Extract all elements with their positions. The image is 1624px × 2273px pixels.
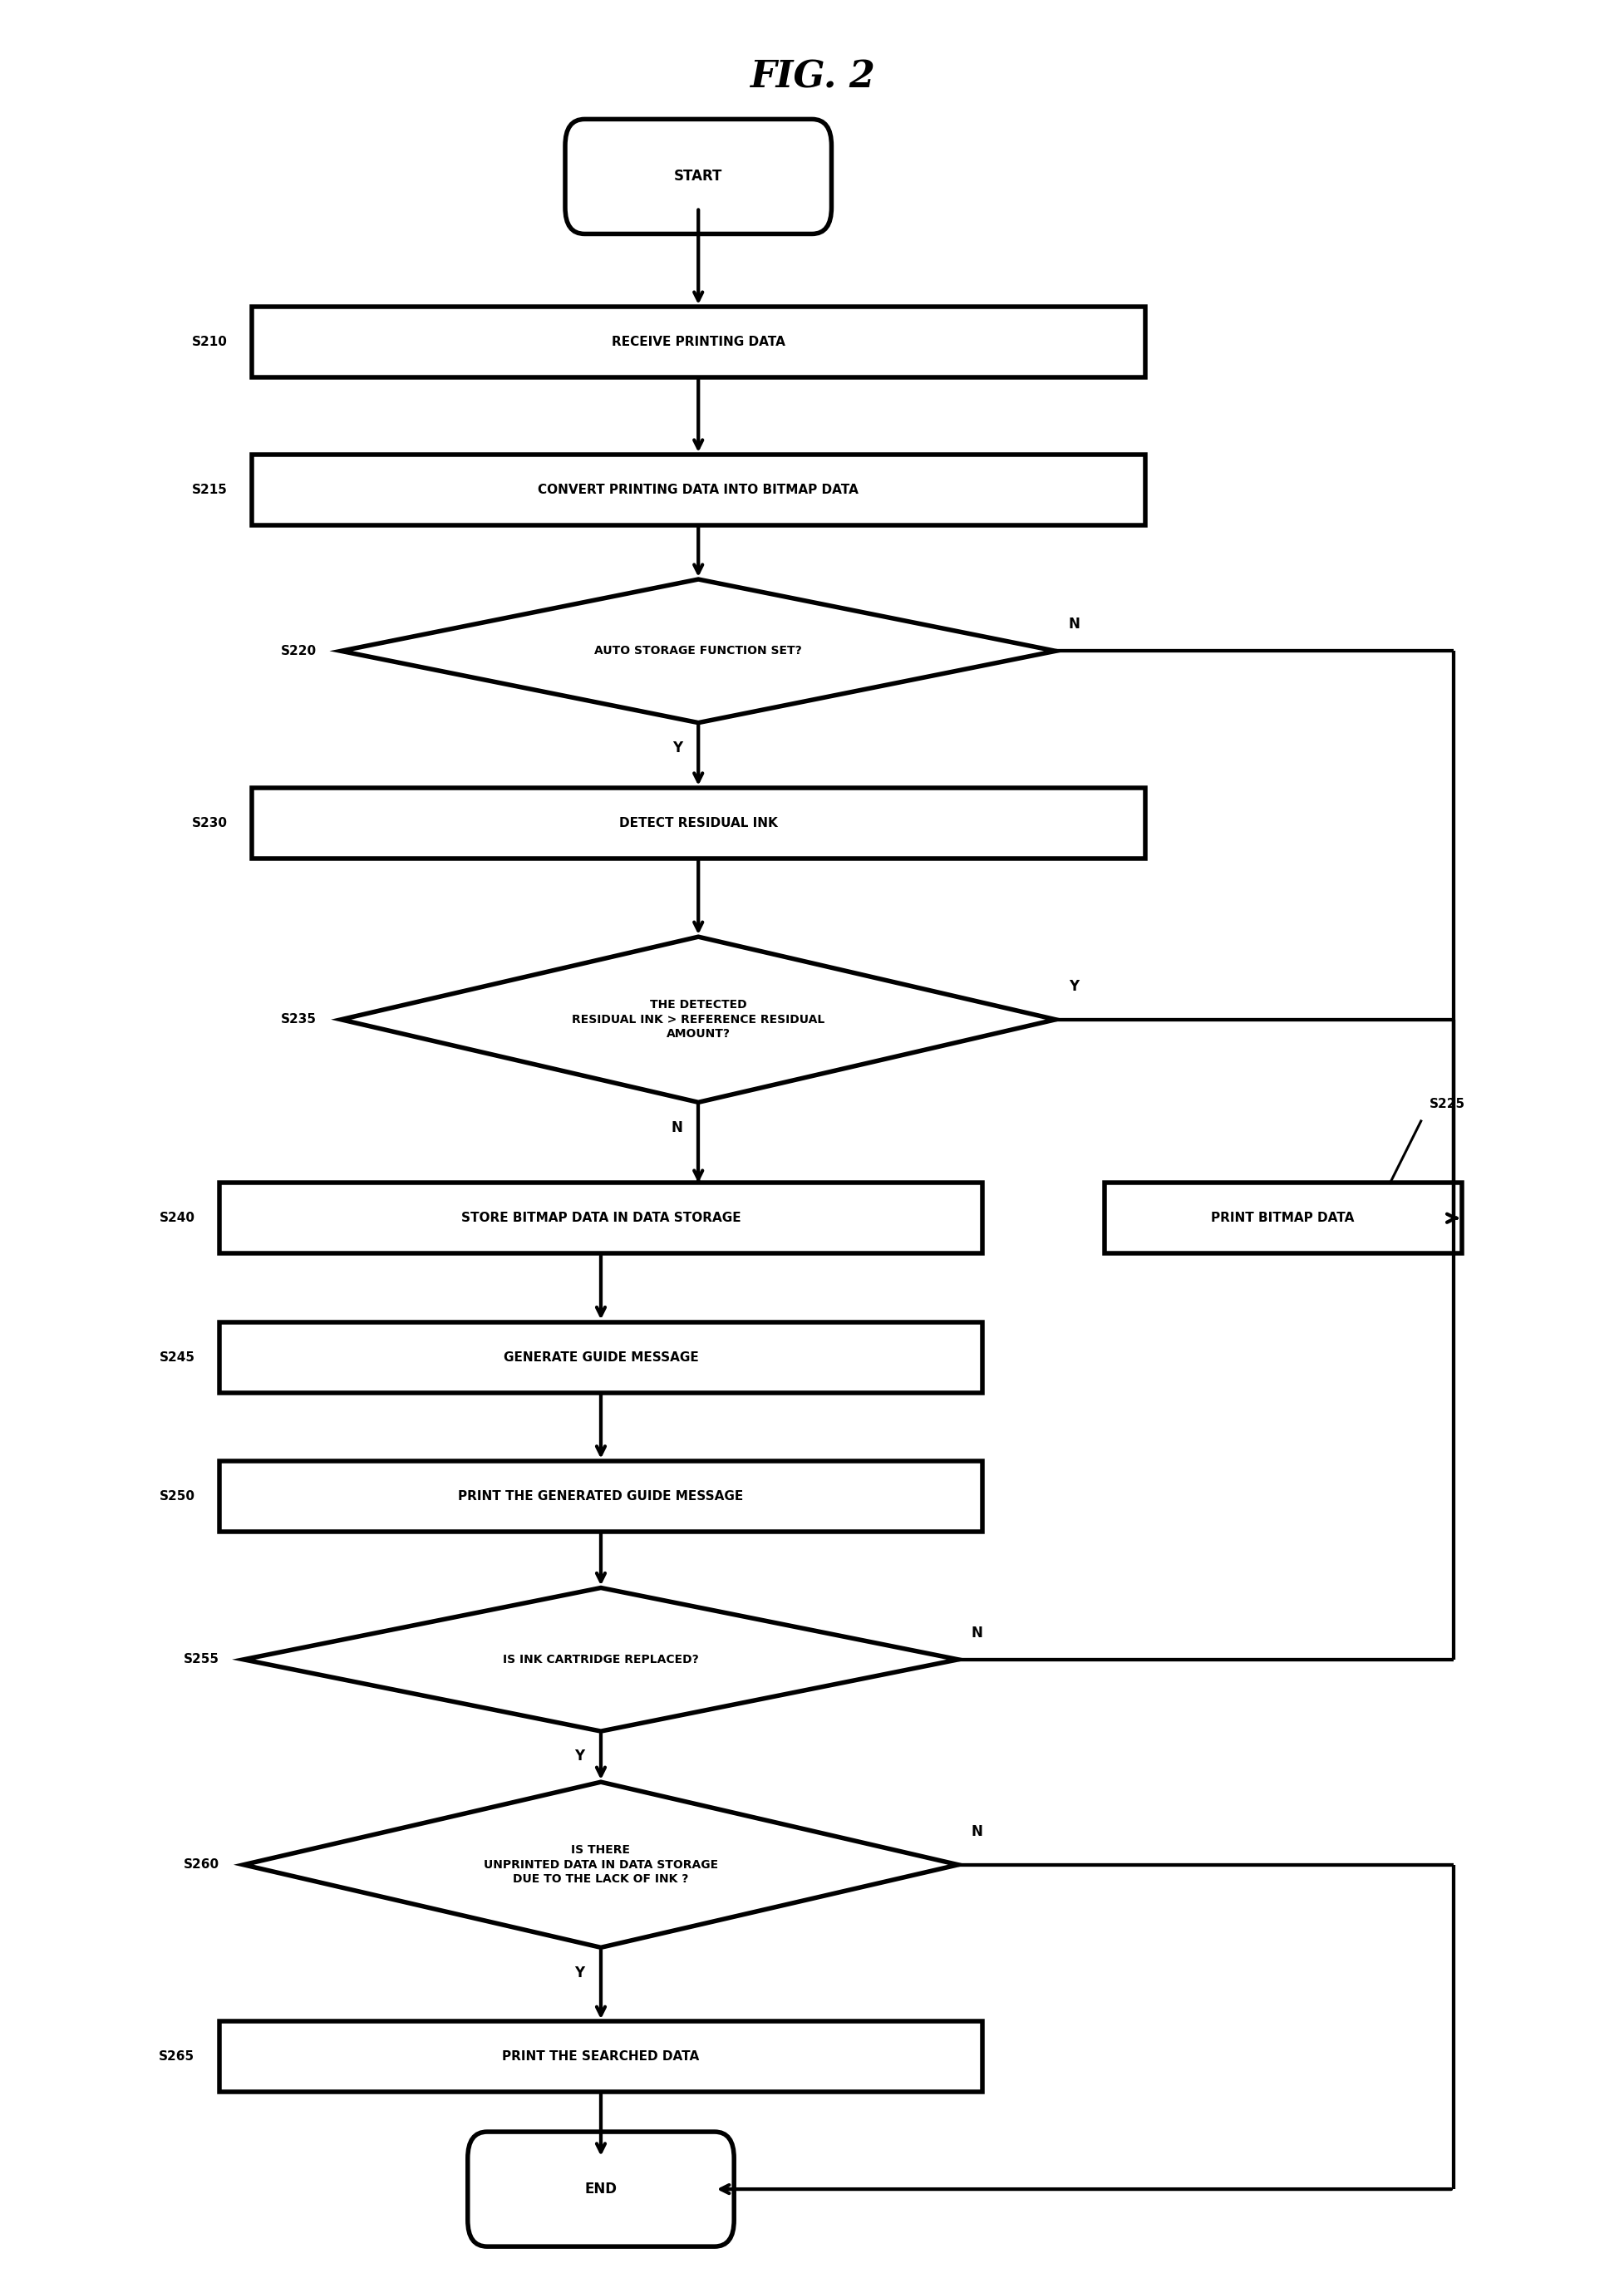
Text: Y: Y bbox=[575, 1966, 585, 1980]
Text: S215: S215 bbox=[192, 484, 227, 496]
Text: PRINT THE GENERATED GUIDE MESSAGE: PRINT THE GENERATED GUIDE MESSAGE bbox=[458, 1491, 744, 1502]
Text: START: START bbox=[674, 168, 723, 184]
Text: END: END bbox=[585, 2182, 617, 2196]
Text: N: N bbox=[1069, 616, 1080, 632]
Text: S245: S245 bbox=[159, 1350, 195, 1364]
Text: PRINT BITMAP DATA: PRINT BITMAP DATA bbox=[1212, 1212, 1354, 1225]
Polygon shape bbox=[244, 1782, 958, 1948]
Text: S255: S255 bbox=[184, 1652, 219, 1666]
Text: S240: S240 bbox=[159, 1212, 195, 1225]
Bar bbox=[252, 789, 1145, 859]
Text: S265: S265 bbox=[159, 2050, 195, 2064]
Text: IS INK CARTRIDGE REPLACED?: IS INK CARTRIDGE REPLACED? bbox=[503, 1655, 698, 1666]
Bar bbox=[252, 307, 1145, 377]
Polygon shape bbox=[244, 1589, 958, 1732]
Text: FIG. 2: FIG. 2 bbox=[749, 59, 875, 95]
FancyBboxPatch shape bbox=[565, 118, 831, 234]
Text: S235: S235 bbox=[281, 1014, 317, 1025]
Text: N: N bbox=[671, 1121, 684, 1134]
Text: CONVERT PRINTING DATA INTO BITMAP DATA: CONVERT PRINTING DATA INTO BITMAP DATA bbox=[538, 484, 859, 496]
Text: N: N bbox=[971, 1625, 983, 1641]
Text: PRINT THE SEARCHED DATA: PRINT THE SEARCHED DATA bbox=[502, 2050, 700, 2064]
Text: GENERATE GUIDE MESSAGE: GENERATE GUIDE MESSAGE bbox=[503, 1350, 698, 1364]
Bar bbox=[219, 1323, 983, 1393]
Text: Y: Y bbox=[575, 1748, 585, 1764]
Text: DETECT RESIDUAL INK: DETECT RESIDUAL INK bbox=[619, 816, 778, 830]
Text: S260: S260 bbox=[184, 1859, 219, 1871]
Text: RECEIVE PRINTING DATA: RECEIVE PRINTING DATA bbox=[612, 336, 784, 348]
Bar bbox=[252, 455, 1145, 525]
Text: S250: S250 bbox=[159, 1491, 195, 1502]
Text: AUTO STORAGE FUNCTION SET?: AUTO STORAGE FUNCTION SET? bbox=[594, 646, 802, 657]
Text: S225: S225 bbox=[1429, 1098, 1465, 1109]
Text: Y: Y bbox=[1069, 980, 1078, 993]
Bar bbox=[219, 2021, 983, 2091]
Text: Y: Y bbox=[672, 741, 682, 755]
FancyBboxPatch shape bbox=[468, 2132, 734, 2246]
Text: S230: S230 bbox=[192, 816, 227, 830]
Bar bbox=[1104, 1182, 1462, 1252]
Text: N: N bbox=[971, 1825, 983, 1839]
Polygon shape bbox=[341, 580, 1056, 723]
Bar bbox=[219, 1182, 983, 1252]
Polygon shape bbox=[341, 936, 1056, 1102]
Text: S210: S210 bbox=[192, 336, 227, 348]
Text: STORE BITMAP DATA IN DATA STORAGE: STORE BITMAP DATA IN DATA STORAGE bbox=[461, 1212, 741, 1225]
Bar bbox=[219, 1462, 983, 1532]
Text: IS THERE
UNPRINTED DATA IN DATA STORAGE
DUE TO THE LACK OF INK ?: IS THERE UNPRINTED DATA IN DATA STORAGE … bbox=[484, 1846, 718, 1884]
Text: THE DETECTED
RESIDUAL INK > REFERENCE RESIDUAL
AMOUNT?: THE DETECTED RESIDUAL INK > REFERENCE RE… bbox=[572, 1000, 825, 1039]
Text: S220: S220 bbox=[281, 646, 317, 657]
